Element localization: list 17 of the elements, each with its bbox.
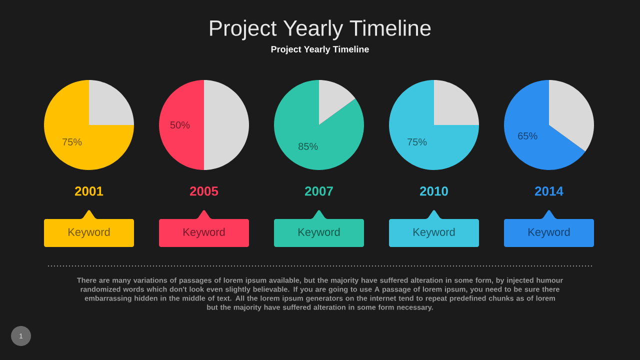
text: Keyword <box>184 228 225 238</box>
data-label: 75% <box>62 138 82 146</box>
text: 2007 <box>305 186 333 196</box>
text: Keyword <box>414 228 455 238</box>
data-label: 85% <box>298 142 318 150</box>
text: 2010 <box>420 186 448 196</box>
text: Project Yearly Timeline <box>210 20 431 40</box>
text: Keyword <box>68 228 110 238</box>
text: 2014 <box>535 186 564 196</box>
text: Project Yearly Timeline <box>271 46 369 54</box>
data-label: 65% <box>518 132 538 140</box>
text: Keyword <box>528 228 570 238</box>
text: 2005 <box>190 186 218 196</box>
text: Keyword <box>298 228 340 238</box>
data-label: 75% <box>408 138 427 146</box>
data-label: 50% <box>170 121 190 129</box>
text: 2001 <box>75 186 104 196</box>
